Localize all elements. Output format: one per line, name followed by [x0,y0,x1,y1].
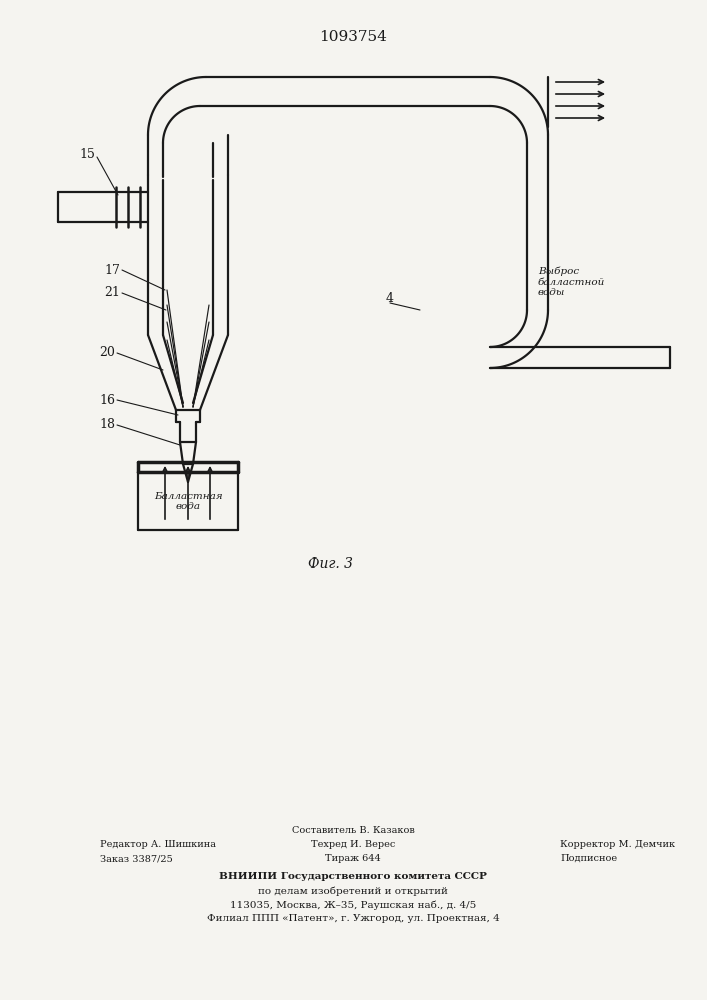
Text: 4: 4 [386,292,394,304]
Text: Подписное: Подписное [560,854,617,863]
Text: 15: 15 [79,148,95,161]
Text: Филиал ППП «Патент», г. Ужгород, ул. Проектная, 4: Филиал ППП «Патент», г. Ужгород, ул. Про… [206,914,499,923]
Text: 20: 20 [99,347,115,360]
Text: Заказ 3387/25: Заказ 3387/25 [100,854,173,863]
Text: 17: 17 [104,263,120,276]
Text: по делам изобретений и открытий: по делам изобретений и открытий [258,886,448,896]
Text: 113035, Москва, Ж–35, Раушская наб., д. 4/5: 113035, Москва, Ж–35, Раушская наб., д. … [230,900,476,910]
Text: 16: 16 [99,393,115,406]
Text: ВНИИПИ Государственного комитета СССР: ВНИИПИ Государственного комитета СССР [219,872,487,881]
Text: Выброс
балластной
воды: Выброс балластной воды [538,267,605,297]
Text: Редактор А. Шишкина: Редактор А. Шишкина [100,840,216,849]
Text: 21: 21 [104,286,120,300]
Text: Корректор М. Демчик: Корректор М. Демчик [560,840,675,849]
Text: Техред И. Верес: Техред И. Верес [311,840,395,849]
Text: Балластная
вода: Балластная вода [153,492,222,511]
Text: Фиг. 3: Фиг. 3 [308,557,353,571]
Text: Тираж 644: Тираж 644 [325,854,381,863]
Text: Составитель В. Казаков: Составитель В. Казаков [291,826,414,835]
Text: 1093754: 1093754 [319,30,387,44]
Text: 18: 18 [99,418,115,432]
